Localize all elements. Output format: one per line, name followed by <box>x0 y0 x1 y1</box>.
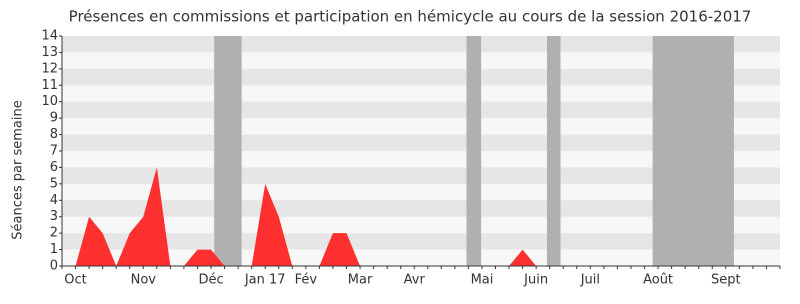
y-tick-label: 1 <box>50 242 58 257</box>
x-tick-label: Août <box>643 273 673 288</box>
y-tick-label: 8 <box>50 127 58 142</box>
y-tick-label: 2 <box>50 226 58 241</box>
x-tick-label: Oct <box>64 273 86 288</box>
y-tick-label: 5 <box>50 176 58 191</box>
y-tick-label: 14 <box>41 29 58 44</box>
x-tick-label: Juin <box>523 273 548 288</box>
y-tick-label: 3 <box>50 209 58 224</box>
y-tick-label: 13 <box>41 45 58 60</box>
y-tick-label: 11 <box>41 78 58 93</box>
recess-band <box>546 36 561 266</box>
series-area <box>62 167 767 266</box>
x-tick-label: Nov <box>131 273 157 288</box>
y-tick-label: 7 <box>50 144 58 159</box>
x-tick-label: Jan 17 <box>244 273 286 288</box>
y-axis-label: Séances par semaine <box>11 100 26 239</box>
x-tick-label: Fév <box>295 273 318 288</box>
y-tick-label: 10 <box>41 94 58 109</box>
y-tick-label: 12 <box>41 61 58 76</box>
recess-band <box>466 36 482 266</box>
x-tick-label: Mar <box>348 273 373 288</box>
x-tick-label: Juil <box>580 273 600 288</box>
y-tick-label: 6 <box>50 160 58 175</box>
recess-band <box>652 36 734 266</box>
x-tick-label: Mai <box>471 273 494 288</box>
chart-title: Présences en commissions et participatio… <box>69 8 752 26</box>
recess-band <box>214 36 242 266</box>
y-tick-label: 4 <box>50 193 58 208</box>
y-tick-label: 0 <box>50 259 58 274</box>
x-tick-label: Déc <box>198 273 223 288</box>
x-tick-label: Avr <box>404 273 426 288</box>
x-tick-label: Sept <box>711 273 741 288</box>
y-tick-label: 9 <box>50 111 58 126</box>
